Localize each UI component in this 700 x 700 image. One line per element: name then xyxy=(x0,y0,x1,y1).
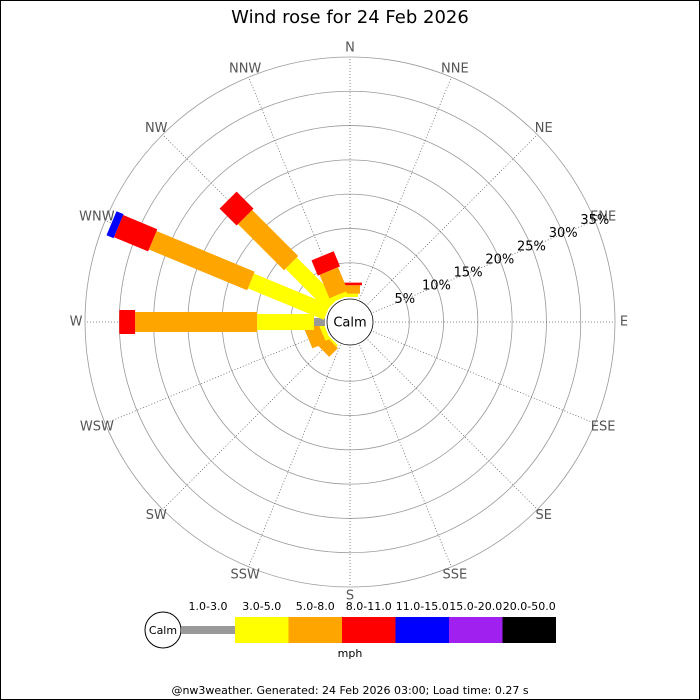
spoke xyxy=(162,339,333,510)
legend-calm-label: Calm xyxy=(149,624,177,637)
wind-bar xyxy=(113,215,158,252)
r-tick-label: 15% xyxy=(454,266,483,281)
wind-bar xyxy=(304,324,327,349)
spoke xyxy=(367,134,538,305)
spoke xyxy=(367,339,538,510)
direction-label: ENE xyxy=(590,210,616,225)
grid-ring xyxy=(118,90,582,554)
legend-label: 3.0-5.0 xyxy=(242,600,281,613)
direction-label: E xyxy=(620,315,628,330)
direction-label: NE xyxy=(535,121,553,136)
r-tick-label: 20% xyxy=(485,252,514,267)
wind-bar xyxy=(285,257,338,310)
legend-label: 8.0-11.0 xyxy=(346,600,392,613)
legend-swatch xyxy=(342,617,396,643)
direction-label: SE xyxy=(536,508,552,523)
footer: @nw3weather. Generated: 24 Feb 2026 03:0… xyxy=(171,684,528,697)
spoke xyxy=(372,331,595,424)
spoke xyxy=(105,331,328,424)
direction-label: ESE xyxy=(591,419,616,434)
direction-label: SSW xyxy=(230,568,260,583)
wind-bar xyxy=(331,291,348,302)
r-tick-label: 5% xyxy=(394,292,415,307)
legend-swatch xyxy=(288,617,342,643)
r-tick-label: 30% xyxy=(549,226,578,241)
wind-bar xyxy=(311,251,340,276)
direction-label: SSE xyxy=(442,568,467,583)
r-tick-label: 25% xyxy=(517,239,546,254)
r-tick-label: 35% xyxy=(580,213,609,228)
grid-ring xyxy=(84,56,616,588)
wind-bar xyxy=(219,191,254,226)
wind-bar xyxy=(119,310,136,334)
legend-label: 1.0-3.0 xyxy=(189,600,228,613)
legend-swatch xyxy=(449,617,503,643)
wind-bar xyxy=(135,312,258,332)
legend-label: 20.0-50.0 xyxy=(503,600,556,613)
wind-bar xyxy=(106,211,124,239)
legend-label: 11.0-15.0 xyxy=(396,600,449,613)
direction-label: NNW xyxy=(229,61,261,76)
direction-label: N xyxy=(345,41,355,56)
spoke xyxy=(372,220,595,313)
wind-bar xyxy=(257,314,314,330)
direction-label: NW xyxy=(145,121,168,136)
legend-swatch xyxy=(235,617,289,643)
direction-label: W xyxy=(70,315,83,330)
wind-bar xyxy=(314,318,325,326)
r-tick-label: 10% xyxy=(422,279,451,294)
calm-circle xyxy=(326,298,374,346)
direction-label: SW xyxy=(146,508,167,523)
wind-bar xyxy=(148,231,255,291)
spoke xyxy=(248,344,341,567)
legend-swatch xyxy=(395,617,449,643)
legend-swatch xyxy=(502,617,556,643)
spoke xyxy=(359,344,452,567)
wind-bar xyxy=(238,210,299,271)
direction-label: S xyxy=(346,589,354,604)
direction-label: NNE xyxy=(441,61,469,76)
legend-unit: mph xyxy=(338,647,363,660)
spoke xyxy=(359,77,452,300)
wind-bar xyxy=(319,324,330,341)
direction-label: WSW xyxy=(80,419,114,434)
calm-label: Calm xyxy=(333,316,366,331)
wind-bar xyxy=(247,273,330,320)
chart-title: Wind rose for 24 Feb 2026 xyxy=(231,7,469,28)
direction-label: WNW xyxy=(79,210,115,225)
legend-label: 5.0-8.0 xyxy=(296,600,335,613)
wind-bar xyxy=(319,267,348,299)
legend-label: 15.0-20.0 xyxy=(449,600,502,613)
legend-swatch xyxy=(181,626,235,634)
